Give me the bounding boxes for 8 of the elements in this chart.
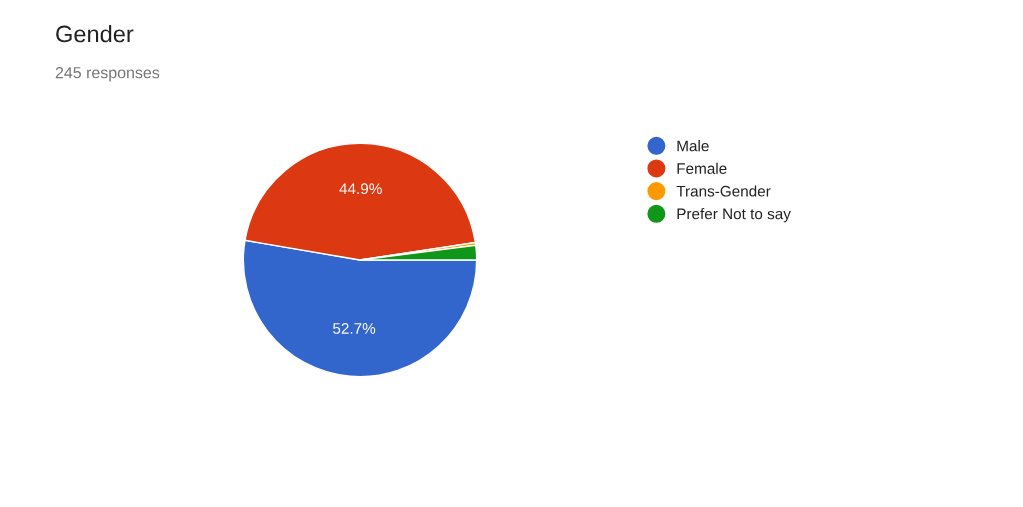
legend-label: Trans-Gender [676,185,771,197]
text: 245 responses [55,66,160,82]
legend-label: Prefer Not to say [677,208,791,223]
data-label: 52.7% [333,323,376,334]
legend-label: Male [677,140,709,152]
data-label: 44.9% [339,183,382,195]
chart-title: Gender [56,25,134,43]
legend-label: Female [677,162,727,174]
